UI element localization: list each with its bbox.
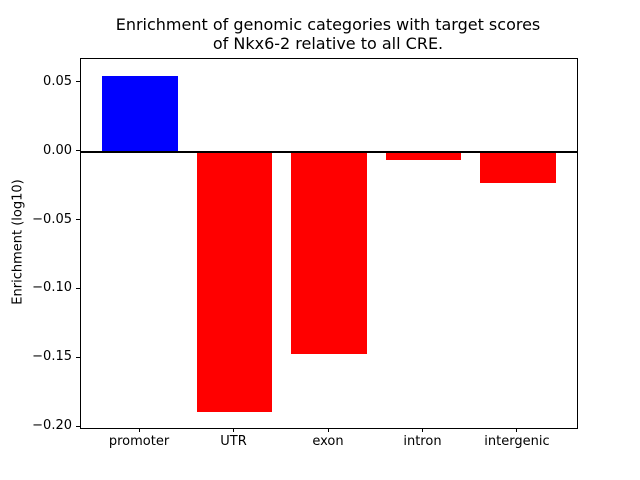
bar-UTR [196,151,273,413]
chart-title: Enrichment of genomic categories with ta… [80,15,576,53]
x-tick-label-exon: exon [312,434,344,449]
y-tick-label: −0.10 [32,280,72,296]
y-tick-label: 0.05 [43,73,72,89]
x-tick-label-intron: intron [403,434,442,449]
bar-exon [291,151,367,355]
bar-intron [385,151,462,161]
chart-title-line2: of Nkx6-2 relative to all CRE. [212,34,444,53]
y-tick-mark [76,425,80,427]
x-tick-mark [233,428,235,432]
y-tick-mark [76,287,80,289]
y-tick-mark [76,356,80,358]
y-tick-mark [76,81,80,83]
x-tick-label-promoter: promoter [108,434,170,449]
bar-promoter [102,76,178,152]
bar-intergenic [480,151,556,184]
y-tick-label: −0.15 [32,349,72,365]
x-tick-label-intergenic: intergenic [484,434,550,449]
y-tick-label: −0.20 [32,418,72,434]
y-tick-label: 0.00 [43,142,72,158]
zero-line [81,150,577,153]
y-tick-mark [76,219,80,221]
x-tick-mark [327,428,329,432]
plot-area [80,58,578,429]
x-tick-mark [138,428,140,432]
x-tick-mark [516,428,518,432]
y-tick-label: −0.05 [32,211,72,227]
x-tick-label-UTR: UTR [220,434,247,449]
y-tick-mark [76,150,80,152]
x-tick-mark [421,428,423,432]
chart-title-line1: Enrichment of genomic categories with ta… [115,15,541,34]
